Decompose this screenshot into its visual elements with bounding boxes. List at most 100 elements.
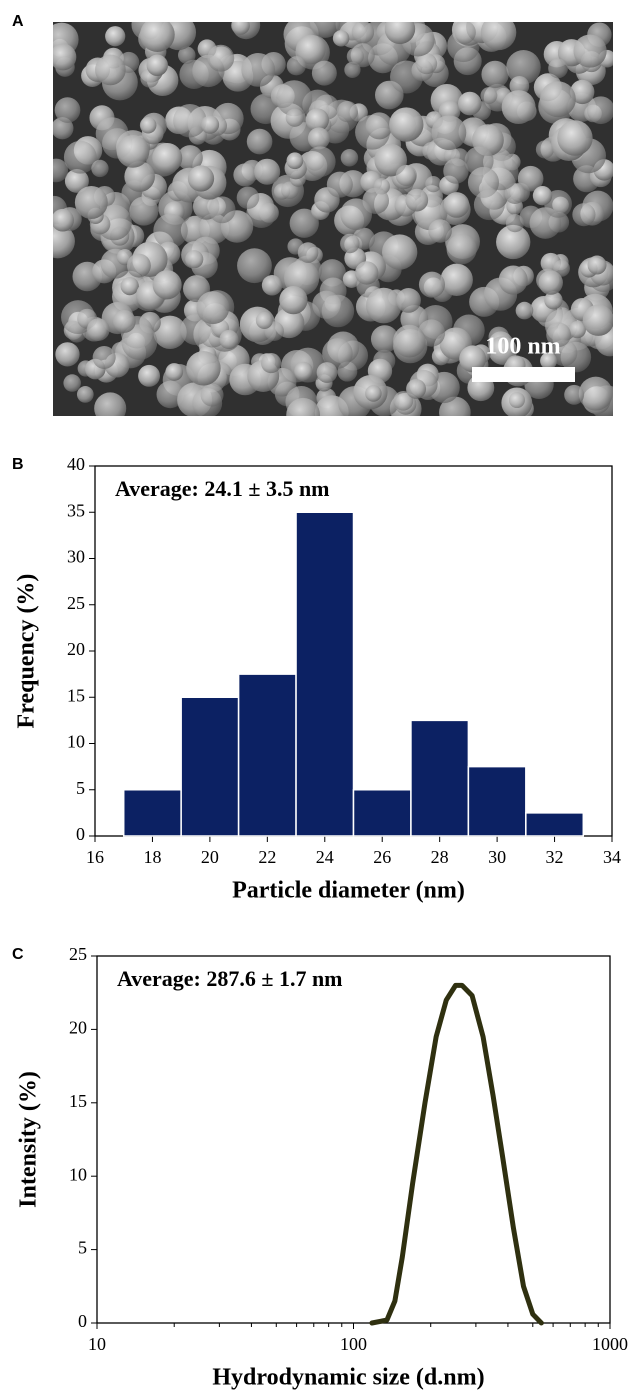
particle — [153, 315, 187, 350]
particle — [452, 22, 476, 45]
particle — [515, 301, 534, 320]
particle — [286, 397, 320, 416]
y-tick-label: 15 — [67, 685, 85, 705]
y-tick-label: 30 — [67, 547, 85, 567]
y-tick-label: 0 — [78, 1311, 87, 1331]
particle — [311, 60, 337, 86]
particle — [152, 142, 183, 173]
particle — [165, 363, 184, 381]
particle — [406, 378, 427, 399]
particle — [568, 320, 586, 339]
particle — [582, 304, 613, 336]
particle — [540, 352, 558, 370]
particle — [393, 324, 426, 358]
particle — [91, 159, 109, 178]
particle — [443, 158, 469, 184]
particle — [365, 385, 382, 402]
particle — [336, 100, 359, 123]
particle — [185, 250, 204, 269]
particle — [63, 140, 97, 174]
particle — [535, 140, 555, 159]
particle — [578, 376, 613, 411]
particle — [473, 189, 505, 221]
particle — [200, 115, 220, 134]
particle — [532, 186, 553, 206]
particle — [446, 234, 477, 265]
particle — [186, 351, 221, 386]
particle — [53, 208, 74, 232]
y-tick-label: 10 — [67, 732, 85, 752]
particle — [564, 384, 585, 405]
particle — [74, 186, 108, 219]
particle — [504, 183, 526, 204]
panel-label: C — [12, 946, 24, 963]
particle — [207, 44, 235, 72]
particle — [187, 165, 215, 192]
particle — [86, 318, 110, 341]
particle — [305, 108, 330, 132]
x-tick-label: 1000 — [592, 1334, 628, 1354]
particle — [304, 146, 336, 178]
particle — [505, 214, 525, 233]
y-axis-label: Frequency (%) — [14, 574, 40, 729]
particle — [297, 242, 319, 263]
particle — [63, 374, 81, 392]
particle — [152, 270, 182, 300]
particle — [346, 47, 364, 65]
bar — [295, 511, 355, 837]
particle — [286, 152, 304, 170]
particle — [241, 53, 276, 87]
particle — [289, 208, 319, 238]
particle — [177, 145, 203, 171]
particle — [557, 120, 593, 156]
particle — [116, 135, 150, 168]
particle — [351, 22, 375, 44]
particle — [219, 329, 239, 350]
x-tick-label: 34 — [603, 847, 621, 867]
y-tick-label: 25 — [69, 944, 87, 964]
data-line — [369, 982, 544, 1326]
particle — [570, 79, 595, 105]
particle — [76, 386, 94, 403]
particle — [55, 342, 80, 367]
particle — [506, 50, 541, 85]
particle — [196, 291, 230, 325]
particle — [321, 294, 355, 328]
x-tick-label: 18 — [143, 847, 161, 867]
particle — [178, 46, 196, 64]
bar — [467, 765, 527, 837]
particle — [501, 90, 536, 125]
particle — [105, 26, 126, 47]
particle — [316, 362, 338, 383]
particle — [124, 161, 155, 192]
particle — [279, 285, 308, 315]
particle — [307, 127, 330, 150]
particle — [425, 175, 442, 193]
particle — [261, 353, 282, 374]
particle — [440, 263, 473, 297]
panel-label: A — [12, 13, 24, 30]
bar — [237, 673, 297, 837]
particle — [233, 163, 257, 187]
x-axis-label: Hydrodynamic size (d.nm) — [212, 1365, 484, 1391]
particle — [405, 188, 429, 212]
particle — [496, 224, 531, 260]
particle — [382, 234, 418, 270]
particle — [146, 54, 168, 77]
particle — [295, 34, 326, 65]
particle — [340, 149, 359, 167]
particle — [254, 158, 281, 185]
particle — [480, 22, 517, 51]
annotation: Average: 24.1 ± 3.5 nm — [115, 476, 330, 501]
particle — [344, 61, 361, 79]
bar — [410, 719, 470, 837]
particle — [389, 107, 424, 142]
particle — [457, 91, 482, 116]
particle — [126, 253, 151, 278]
particle — [294, 361, 313, 381]
y-tick-label: 35 — [67, 500, 85, 520]
particle — [261, 275, 283, 296]
particle — [156, 380, 184, 409]
particle — [54, 97, 81, 123]
